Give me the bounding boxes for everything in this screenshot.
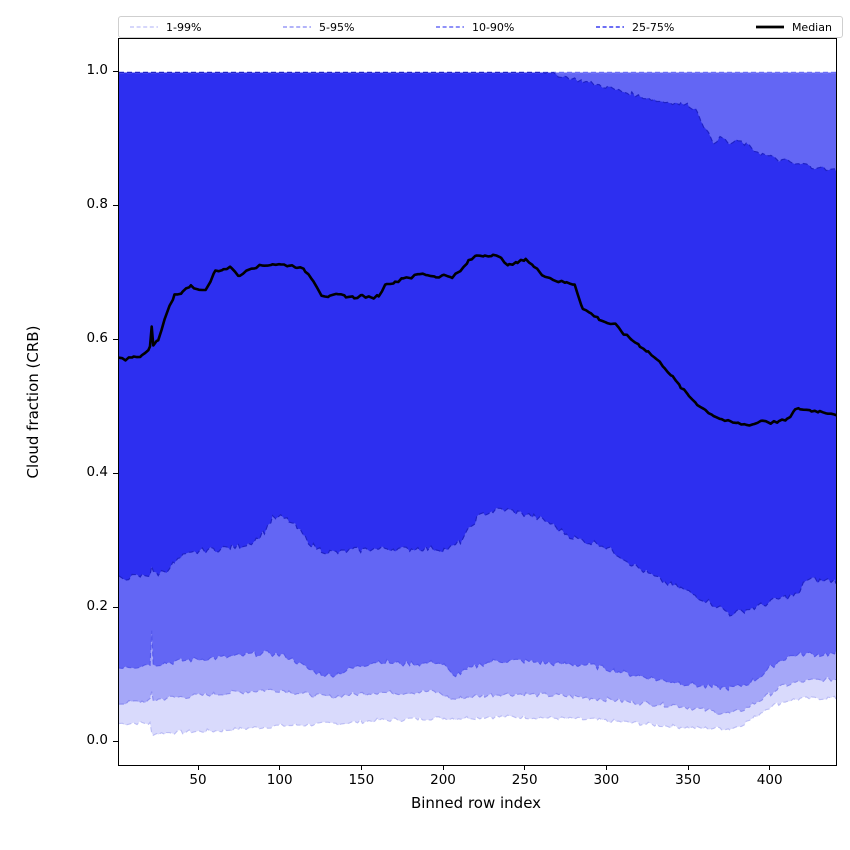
legend-entry-25-75-: 25-75% [595, 22, 674, 33]
x-tick-mark [769, 765, 771, 770]
y-tick-label: 0.2 [86, 598, 108, 615]
y-tick-mark [113, 338, 118, 340]
legend-line-sample [130, 26, 158, 28]
x-tick-label: 50 [189, 772, 207, 788]
percentile-line-p75 [119, 71, 836, 172]
x-tick-label: 100 [266, 772, 293, 788]
legend-line-sample [595, 26, 624, 28]
median-line [119, 253, 836, 427]
x-tick-mark [687, 765, 689, 770]
legend-entry-1-99-: 1-99% [129, 22, 201, 33]
y-tick-label: 0.0 [86, 732, 108, 749]
y-tick-label: 0.6 [86, 330, 108, 347]
percentile-line-p10 [119, 630, 836, 692]
x-tick-label: 150 [348, 772, 375, 788]
plot-area [118, 38, 837, 766]
y-tick-label: 0.4 [86, 464, 108, 481]
y-tick-label: 0.8 [86, 196, 108, 213]
x-tick-label: 300 [593, 772, 620, 788]
y-tick-mark [113, 740, 118, 742]
y-tick-mark [113, 204, 118, 206]
x-tick-mark [442, 765, 444, 770]
x-tick-mark [197, 765, 199, 770]
x-axis-label: Binned row index [410, 794, 542, 812]
legend-line-sample [282, 26, 311, 28]
legend-label: 5-95% [318, 20, 355, 34]
x-tick-mark [605, 765, 607, 770]
legend: 1-99% 5-95% 10-90% 25-75% Median [118, 16, 843, 38]
legend-label: 1-99% [166, 20, 202, 34]
x-tick-label: 250 [511, 772, 538, 788]
legend-entry-5-95-: 5-95% [282, 22, 354, 33]
x-tick-label: 200 [430, 772, 456, 788]
y-tick-mark [113, 70, 118, 72]
y-axis-label: Cloud fraction (CRB) [24, 325, 42, 479]
percentile-line-p25 [119, 507, 836, 617]
x-tick-mark [279, 765, 281, 770]
y-tick-label: 1.0 [86, 62, 108, 79]
x-tick-mark [524, 765, 526, 770]
legend-entry-10-90-: 10-90% [435, 22, 514, 33]
legend-label: Median [791, 20, 832, 34]
legend-entry-median: Median [755, 22, 832, 33]
band-25-75 [119, 72, 836, 616]
legend-line-sample [435, 26, 464, 28]
legend-line-sample [755, 25, 784, 29]
y-tick-mark [113, 472, 118, 474]
legend-label: 10-90% [471, 20, 515, 34]
x-tick-label: 350 [675, 772, 701, 788]
legend-label: 25-75% [631, 20, 675, 34]
x-tick-label: 400 [756, 772, 783, 788]
y-tick-mark [113, 606, 118, 608]
percentile-band-chart [119, 71, 836, 736]
x-tick-mark [360, 765, 362, 770]
